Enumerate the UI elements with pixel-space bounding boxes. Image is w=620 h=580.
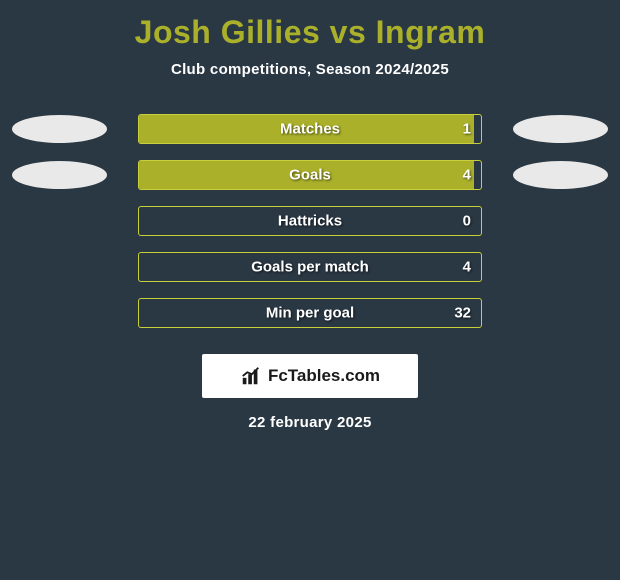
- stat-row: Matches 1: [0, 106, 620, 152]
- player-right-marker: [513, 161, 608, 189]
- page-subtitle: Club competitions, Season 2024/2025: [0, 61, 620, 78]
- stat-bar: Goals per match 4: [138, 252, 482, 282]
- stat-value-right: 4: [463, 167, 471, 184]
- chart-icon: [240, 365, 262, 387]
- snapshot-date: 22 february 2025: [0, 414, 620, 431]
- comparison-chart: Matches 1 Goals 4 Hattricks 0 Goals per match 4…: [0, 106, 620, 336]
- stat-row: Goals 4: [0, 152, 620, 198]
- stat-value-right: 32: [454, 305, 471, 322]
- brand-badge[interactable]: FcTables.com: [202, 354, 418, 398]
- stat-row: Min per goal 32: [0, 290, 620, 336]
- player-right-marker: [513, 115, 608, 143]
- player-left-marker: [12, 115, 107, 143]
- stat-value-right: 0: [463, 213, 471, 230]
- player-left-marker: [12, 161, 107, 189]
- stat-row: Goals per match 4: [0, 244, 620, 290]
- stat-value-right: 1: [463, 121, 471, 138]
- brand-text: FcTables.com: [268, 366, 380, 386]
- stat-bar: Hattricks 0: [138, 206, 482, 236]
- stat-bar: Goals 4: [138, 160, 482, 190]
- stat-bar: Min per goal 32: [138, 298, 482, 328]
- stat-bar: Matches 1: [138, 114, 482, 144]
- stat-label: Matches: [280, 121, 340, 138]
- stat-label: Min per goal: [266, 305, 354, 322]
- stat-label: Goals per match: [251, 259, 369, 276]
- page-title: Josh Gillies vs Ingram: [0, 0, 620, 51]
- stat-row: Hattricks 0: [0, 198, 620, 244]
- stat-label: Goals: [289, 167, 331, 184]
- stat-value-right: 4: [463, 259, 471, 276]
- stat-label: Hattricks: [278, 213, 342, 230]
